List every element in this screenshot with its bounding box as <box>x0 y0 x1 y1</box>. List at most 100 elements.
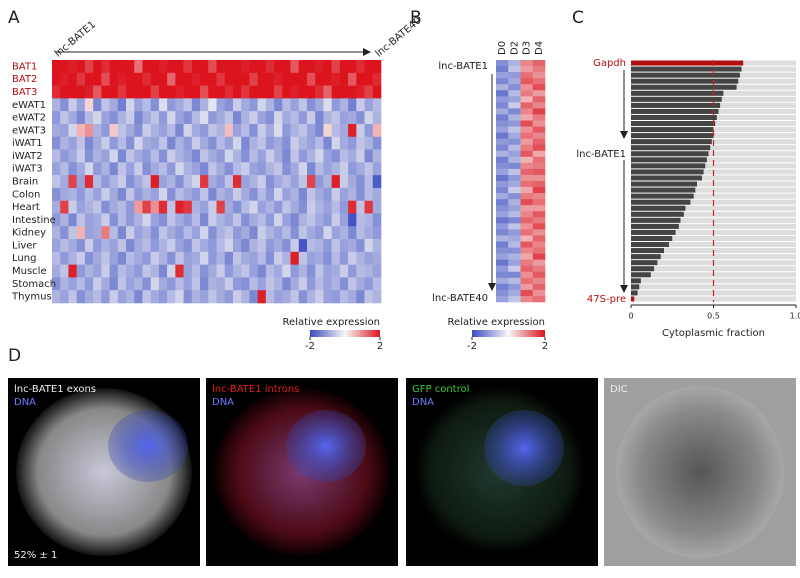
heatmap-cell <box>109 277 119 291</box>
heatmap-cell <box>200 98 209 112</box>
heatmap-cell <box>216 277 226 291</box>
heatmap-cell <box>372 149 382 163</box>
heatmap-cell <box>356 213 365 227</box>
heatmap-cell <box>372 187 382 201</box>
heatmap-cell <box>532 96 546 103</box>
heatmap-cell <box>93 111 102 125</box>
heatmap-cell <box>158 239 168 253</box>
column-label: D0 <box>497 41 508 55</box>
heatmap-cell <box>134 226 143 240</box>
bar <box>631 102 721 108</box>
heatmap-cell <box>52 277 61 291</box>
heatmap-cell <box>134 213 143 227</box>
heatmap-cell <box>532 138 546 145</box>
heatmap-cell <box>126 72 135 86</box>
heatmap-cell <box>372 213 382 227</box>
heatmap-cell <box>315 136 324 150</box>
heatmap-cell <box>93 187 102 201</box>
heatmap-cell <box>508 90 521 97</box>
heatmap-cell <box>508 253 521 260</box>
heatmap-cell <box>532 271 546 279</box>
heatmap-cell <box>356 123 365 138</box>
panel-letter: A <box>8 8 20 28</box>
heatmap-cell <box>191 187 201 201</box>
heatmap-cell <box>200 264 209 278</box>
heatmap-cell <box>224 162 234 176</box>
heatmap-cell <box>142 251 151 265</box>
heatmap-cell <box>532 66 546 73</box>
heatmap-cell <box>265 98 275 112</box>
heatmap-cell <box>175 175 184 189</box>
heatmap-cell <box>117 200 127 214</box>
heatmap-cell <box>364 72 374 86</box>
heatmap-cell <box>76 98 86 112</box>
bar <box>631 133 714 139</box>
heatmap-cell <box>60 187 69 201</box>
heatmap-cell <box>298 239 308 253</box>
heatmap-cell <box>257 175 267 189</box>
heatmap-cell <box>306 60 316 74</box>
heatmap-cell <box>241 213 250 227</box>
heatmap-cell <box>282 226 291 240</box>
heatmap-cell <box>323 175 332 189</box>
heatmap-cell <box>331 213 341 227</box>
heatmap-cell <box>520 126 534 133</box>
heatmap-cell <box>496 199 509 206</box>
heatmap-cell <box>200 123 209 138</box>
heatmap-cell <box>331 200 341 214</box>
heatmap-cell <box>68 149 77 163</box>
heatmap-cell <box>134 175 143 189</box>
heatmap-cell <box>257 60 267 74</box>
heatmap-cell <box>282 85 291 99</box>
heatmap-cell <box>532 223 546 230</box>
heatmap-cell <box>84 213 94 227</box>
bar <box>631 235 673 241</box>
heatmap-cell <box>532 120 546 127</box>
heatmap-cell <box>76 123 86 138</box>
heatmap-cell <box>117 175 127 189</box>
bar <box>631 127 714 133</box>
heatmap-cell <box>200 111 209 125</box>
heatmap-cell <box>52 175 61 189</box>
heatmap-cell <box>200 72 209 86</box>
heatmap-cell <box>68 98 77 112</box>
heatmap-cell <box>532 150 546 158</box>
heatmap-cell <box>158 226 168 240</box>
heatmap-cell <box>60 162 69 176</box>
heatmap-cell <box>323 111 332 125</box>
heatmap-cell <box>348 226 357 240</box>
heatmap-cell <box>249 251 258 265</box>
heatmap-cell <box>224 213 234 227</box>
heatmap-cell <box>216 162 226 176</box>
heatmap-cell <box>274 213 283 227</box>
heatmap-cell <box>290 213 300 227</box>
bar-background <box>631 235 796 241</box>
heatmap-cell <box>257 98 267 112</box>
heatmap-cell <box>508 60 521 67</box>
heatmap-cell <box>496 289 509 297</box>
heatmap-cell <box>109 162 119 176</box>
heatmap-cell <box>372 175 382 189</box>
heatmap-cell <box>216 85 226 99</box>
heatmap-cell <box>142 111 151 125</box>
heatmap-cell <box>306 85 316 99</box>
heatmap-cell <box>356 60 365 74</box>
row-label: Liver <box>12 240 37 251</box>
heatmap-cell <box>142 60 151 74</box>
heatmap-cell <box>200 162 209 176</box>
heatmap-cell <box>76 136 86 150</box>
heatmap-cell <box>274 72 283 86</box>
heatmap-cell <box>274 85 283 99</box>
heatmap-cell <box>372 98 382 112</box>
row-label: Lung <box>12 253 36 264</box>
heatmap-cell <box>241 123 250 138</box>
heatmap-cell <box>496 84 509 91</box>
heatmap-cell <box>241 162 250 176</box>
heatmap-cell <box>348 60 357 74</box>
heatmap-cell <box>208 72 217 86</box>
heatmap-cell <box>496 138 509 145</box>
heatmap-cell <box>76 72 86 86</box>
heatmap-cell <box>532 253 546 260</box>
heatmap-cell <box>508 187 521 194</box>
row-label: BAT1 <box>12 61 37 72</box>
